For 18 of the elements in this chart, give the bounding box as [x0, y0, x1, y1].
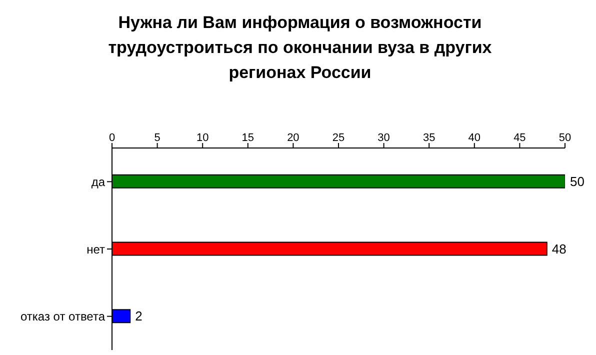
chart-title: Нужна ли Вам информация о возможности трудоустроиться по окончании вуза в других регионах России [107, 12, 493, 84]
x-tick-label: 40 [468, 132, 481, 144]
x-tick-label: 45 [514, 132, 526, 144]
y-tick-label: отказ от ответа [20, 310, 106, 324]
x-tick-label: 35 [422, 132, 436, 144]
x-tick-label: 30 [378, 132, 390, 144]
x-tick-label: 0 [108, 132, 116, 144]
x-tick-label: 20 [287, 132, 300, 144]
data-label: 2 [135, 308, 142, 324]
x-tick-label: 25 [332, 132, 345, 144]
y-tick-label: нет [86, 242, 106, 256]
data-label: 50 [570, 174, 584, 190]
x-tick-label: 10 [196, 132, 209, 144]
data-label: 48 [552, 241, 566, 256]
y-tick-label: да [91, 174, 106, 189]
x-tick-label: 50 [558, 132, 572, 144]
x-tick-label: 5 [154, 132, 160, 144]
x-tick-label: 15 [242, 132, 254, 144]
